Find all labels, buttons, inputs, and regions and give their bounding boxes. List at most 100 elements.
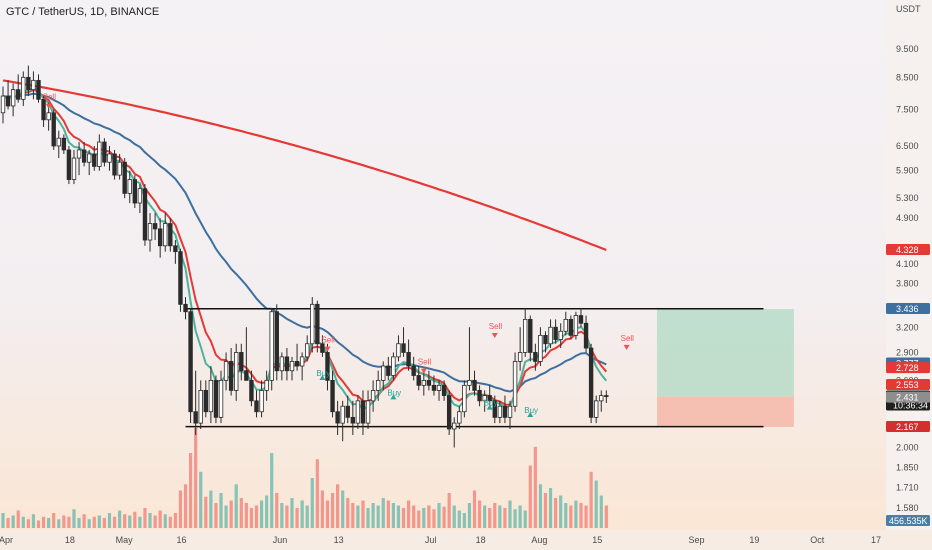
candle-body — [375, 379, 381, 391]
candle-body — [345, 405, 350, 418]
volume-bar — [82, 514, 86, 528]
y-tick-label: 3.200 — [896, 322, 919, 332]
volume-bar — [6, 518, 10, 528]
candle-body — [325, 352, 330, 381]
candle-body — [487, 395, 492, 402]
candle-body — [512, 361, 518, 407]
volume-bar — [188, 453, 193, 528]
volume-bar — [102, 518, 106, 528]
signal-label-sell: Sell — [43, 93, 57, 102]
volume-bar — [285, 505, 289, 528]
y-tick-label: 1.850 — [896, 462, 919, 472]
price-axis-background — [886, 0, 932, 550]
volume-bar — [41, 516, 46, 528]
volume-bar — [457, 510, 461, 528]
x-tick-label: Jul — [425, 535, 437, 545]
volume-bar — [163, 514, 167, 528]
volume-bar — [254, 505, 259, 528]
candle-body — [452, 422, 457, 430]
volume-bar — [554, 498, 558, 528]
volume-bar — [559, 495, 563, 528]
volume-bar — [199, 471, 203, 528]
price-badge-label: 3.436 — [896, 304, 919, 314]
volume-bar — [259, 500, 264, 528]
signal-marker-buy — [486, 404, 493, 410]
volume-badge-label: 456.535K — [889, 516, 928, 526]
candle-body — [431, 384, 437, 391]
volume-bar — [239, 498, 243, 528]
volume-bar — [564, 503, 568, 528]
volume-bar — [493, 503, 497, 528]
candle-body — [132, 179, 138, 204]
volume-bar — [437, 503, 441, 528]
volume-bar — [47, 518, 51, 528]
signal-marker-sell — [491, 333, 498, 339]
volume-bar — [528, 465, 532, 528]
y-tick-label: 7.500 — [896, 104, 919, 114]
volume-bar — [234, 484, 238, 528]
candle-body — [203, 390, 208, 413]
candle-body — [370, 390, 376, 402]
volume-bar — [351, 503, 355, 528]
candle-body — [223, 361, 229, 381]
volume-bar — [229, 500, 233, 528]
candle-body — [406, 352, 411, 367]
volume-bar — [472, 490, 477, 528]
candle-body — [76, 149, 82, 159]
volume-bar — [183, 484, 188, 528]
x-tick-label: 18 — [476, 535, 486, 545]
volume-bar — [204, 496, 208, 528]
candle-body — [92, 153, 97, 167]
x-tick-label: May — [116, 535, 134, 545]
candle-body — [330, 379, 335, 413]
candle-body — [137, 188, 143, 204]
candle-body — [234, 352, 239, 391]
candle-body — [61, 137, 67, 151]
volume-bar — [52, 513, 56, 528]
candle-body — [213, 379, 219, 418]
volume-bar — [407, 500, 411, 528]
signal-label-sell: Sell — [489, 322, 503, 331]
price-badge — [886, 362, 930, 374]
volume-bar — [508, 500, 512, 528]
signal-marker-sell — [324, 346, 331, 352]
candle-body — [117, 161, 122, 176]
candle-body — [568, 318, 574, 336]
candle-body — [543, 334, 548, 345]
candle-body — [173, 245, 178, 253]
signal-marker-buy — [390, 394, 397, 400]
volume-bar — [244, 503, 248, 528]
candle-body — [112, 153, 117, 176]
candle-body — [502, 405, 508, 418]
candle-body — [0, 95, 6, 114]
candle-body — [142, 188, 148, 241]
volume-bar — [209, 490, 213, 528]
candle-body — [218, 379, 224, 418]
candle-body — [573, 315, 579, 336]
candle-body — [340, 405, 345, 424]
x-tick-label: 15 — [592, 535, 602, 545]
candle-body — [279, 356, 285, 372]
currency-label: USDT — [896, 4, 921, 14]
signal-label-sell: Sell — [621, 334, 635, 343]
volume-bar — [280, 503, 284, 528]
volume-bar — [386, 500, 390, 528]
volume-bar — [417, 510, 421, 528]
volume-bar — [290, 498, 294, 528]
candle-body — [16, 89, 21, 100]
price-badge — [886, 244, 930, 256]
candle-body — [66, 149, 72, 180]
volume-bar — [543, 493, 548, 528]
candle-body — [386, 365, 391, 376]
volume-bar — [133, 511, 137, 528]
candle-body — [528, 318, 533, 353]
volume-bar — [16, 510, 20, 528]
volume-bar — [477, 500, 482, 528]
volume-bar — [148, 513, 152, 528]
candle-body — [421, 379, 427, 386]
candle-body — [320, 343, 325, 353]
volume-bar — [107, 513, 112, 528]
volume-bar — [97, 515, 101, 528]
candle-body — [482, 395, 487, 402]
